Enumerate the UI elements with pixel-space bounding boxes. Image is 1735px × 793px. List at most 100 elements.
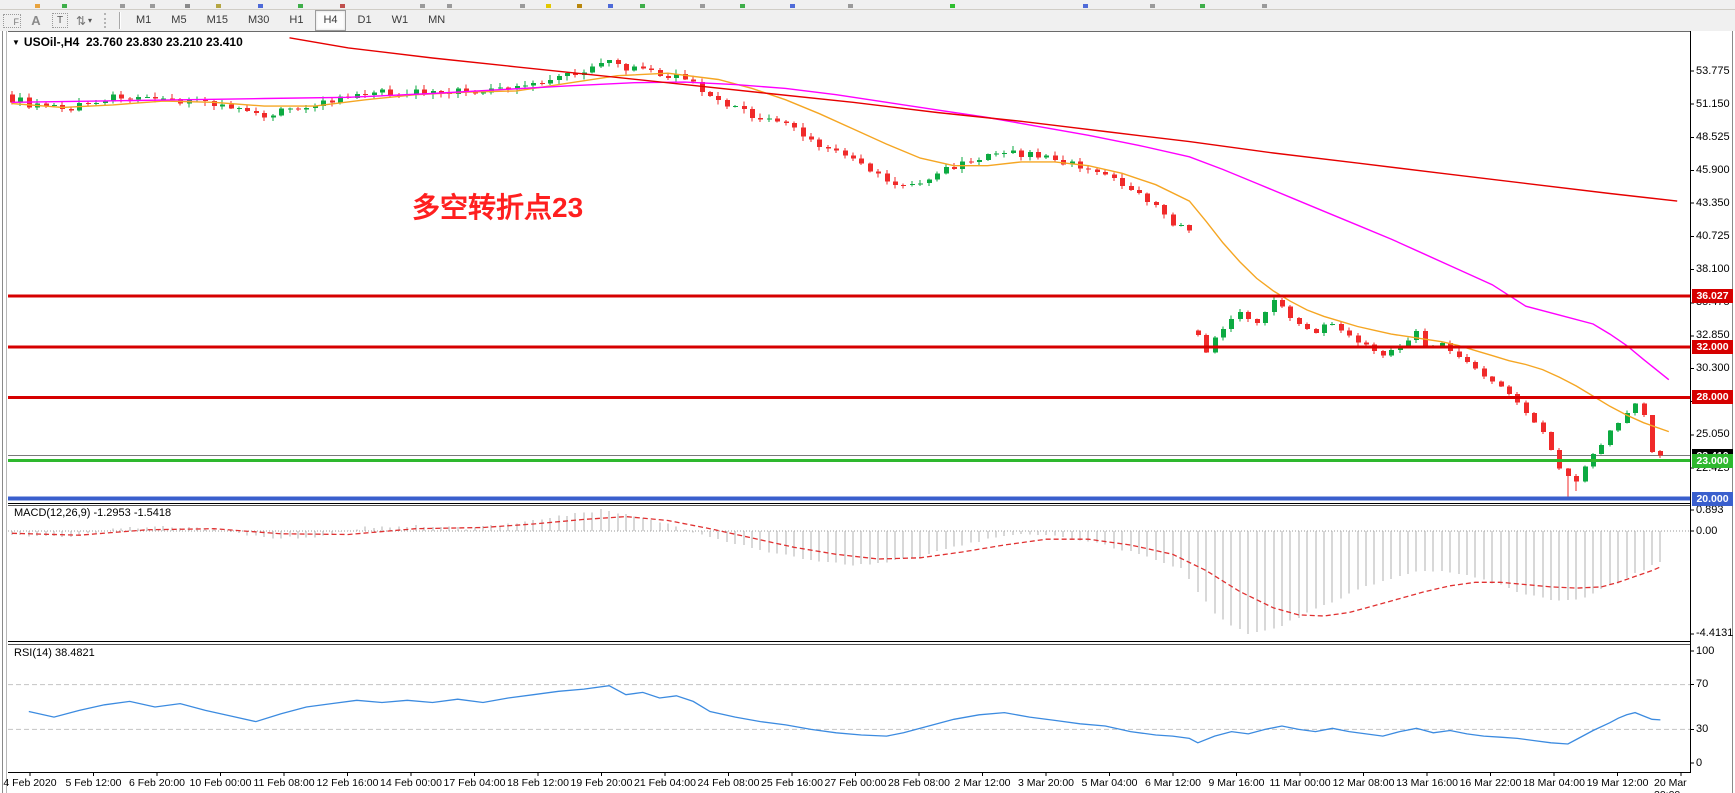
- toolbar-icon-fragment: [62, 4, 67, 8]
- date-axis-label: 5 Feb 12:00: [65, 777, 122, 789]
- date-axis-label: 6 Mar 12:00: [1144, 777, 1202, 789]
- date-axis-label: 20 Mar 20:00: [1654, 777, 1687, 793]
- price-tick-label: 45.900: [1696, 164, 1730, 177]
- macd-indicator-label: MACD(12,26,9) -1.2953 -1.5418: [14, 507, 172, 519]
- timeframe-bar: M1 M5 M15 M30 H1 H4 D1 W1 MN: [126, 10, 455, 31]
- toolbar-icon-fragment: [185, 4, 190, 8]
- date-axis-label: 11 Mar 00:00: [1269, 777, 1331, 789]
- window-left-border-inner: [6, 31, 7, 793]
- date-axis-label: 24 Feb 08:00: [697, 777, 760, 789]
- rsi-scale-label: 0: [1696, 756, 1703, 769]
- symbol-dropdown-icon[interactable]: ▼: [12, 38, 20, 47]
- price-tick-label: 30.300: [1696, 361, 1730, 374]
- toolbar-icon-fragment: [950, 4, 955, 8]
- arrange-objects-icon[interactable]: ⇅ ▾: [75, 13, 93, 28]
- date-axis-label: 14 Feb 00:00: [380, 777, 442, 789]
- price-tick-label: 51.150: [1696, 97, 1730, 110]
- macd-scale-label: -4.4131: [1696, 627, 1734, 640]
- date-axis-label: 19 Mar 12:00: [1586, 777, 1649, 789]
- date-axis-label: 12 Feb 16:00: [316, 777, 379, 789]
- toolbar-icon-fragment: [35, 4, 40, 8]
- toolbar-icon-fragment: [790, 4, 795, 8]
- text-label-icon[interactable]: T: [48, 12, 72, 30]
- date-axis-label: 5 Mar 04:00: [1081, 777, 1138, 789]
- toolbar-icon-fragment: [447, 4, 452, 8]
- date-axis-label: 25 Feb 16:00: [761, 777, 823, 789]
- tf-button-H4[interactable]: H4: [315, 10, 346, 31]
- date-axis-label: 9 Mar 16:00: [1208, 777, 1265, 789]
- toolbar-separator: [119, 12, 121, 29]
- chart-text-annotation[interactable]: 多空转折点23: [412, 192, 584, 223]
- macd-scale-label: 0.00: [1696, 524, 1718, 537]
- toolbar-icon-fragment: [520, 4, 525, 8]
- toolbar-icon-fragment: [420, 4, 425, 8]
- indicator-list-icon[interactable]: F: [0, 12, 24, 30]
- toolbar-icon-fragment: [740, 4, 745, 8]
- price-tick-label: 38.100: [1696, 263, 1730, 275]
- toolbar-icon-fragment: [577, 4, 582, 8]
- macd-scale-label: 0.893: [1696, 503, 1724, 516]
- date-axis-label: 12 Mar 08:00: [1332, 777, 1395, 789]
- tf-button-M5[interactable]: M5: [171, 14, 187, 26]
- chart-title-symbol: USOil-,H4: [23, 35, 80, 49]
- toolbar-icon-fragment: [1083, 4, 1088, 8]
- toolbar-icon-fragment: [258, 4, 263, 8]
- toolbar-partial-row: [0, 0, 1735, 10]
- toolbar-icon-fragment: [608, 4, 613, 8]
- price-level-badge: 28.000: [1692, 390, 1733, 405]
- tf-button-M15[interactable]: M15: [206, 14, 228, 26]
- price-tick-label: 53.775: [1696, 64, 1730, 77]
- chart-title[interactable]: ▼ USOil-,H4 23.760 23.830 23.210 23.410: [12, 35, 243, 49]
- price-tick-label: 48.525: [1696, 130, 1730, 143]
- text-a-icon[interactable]: A: [31, 13, 41, 28]
- date-axis-label: 28 Feb 08:00: [888, 777, 950, 789]
- toolbar-icon-fragment: [216, 4, 221, 8]
- date-axis-label: 3 Mar 20:00: [1017, 777, 1075, 789]
- toolbar-icon-fragment: [150, 4, 155, 8]
- price-tick-label: 43.350: [1696, 196, 1730, 209]
- price-level-badge: 20.000: [1692, 491, 1733, 506]
- price-level-badge: 32.000: [1692, 339, 1733, 354]
- window-right-border: [1732, 31, 1733, 793]
- date-axis-label: 19 Feb 20:00: [570, 777, 633, 789]
- rsi-scale-label: 100: [1696, 644, 1715, 657]
- price-level-badge: 23.000: [1692, 453, 1733, 468]
- tf-button-D1[interactable]: D1: [357, 14, 372, 26]
- toolbar-icon-fragment: [640, 4, 645, 8]
- tf-button-H1[interactable]: H1: [289, 14, 304, 26]
- tf-button-M30[interactable]: M30: [247, 14, 270, 26]
- date-axis-label: 11 Feb 08:00: [253, 777, 315, 789]
- price-tick-label: 32.850: [1696, 329, 1730, 342]
- toolbar-icon-fragment: [1150, 4, 1155, 8]
- date-axis-label: 4 Feb 2020: [3, 777, 57, 789]
- date-axis-label: 17 Feb 04:00: [443, 777, 506, 789]
- date-axis-label: 13 Mar 16:00: [1396, 777, 1458, 789]
- tf-button-M1[interactable]: M1: [136, 14, 152, 26]
- toolbar-icon-fragment: [340, 4, 345, 8]
- rsi-scale-label: 30: [1696, 722, 1709, 735]
- chart-title-ohlc: 23.760 23.830 23.210 23.410: [85, 35, 243, 49]
- tf-button-MN[interactable]: MN: [428, 14, 446, 26]
- date-axis-label: 16 Mar 22:00: [1459, 777, 1522, 789]
- date-axis-label: 18 Feb 12:00: [507, 777, 569, 789]
- date-axis-label: 27 Feb 00:00: [824, 777, 887, 789]
- tf-button-W1[interactable]: W1: [391, 14, 409, 26]
- toolbar-grip[interactable]: [104, 13, 109, 28]
- price-level-badge: 36.027: [1692, 288, 1733, 303]
- toolbar-icon-fragment: [1262, 4, 1267, 8]
- toolbar-icon-fragment: [298, 4, 303, 8]
- date-axis-label: 6 Feb 20:00: [128, 777, 186, 789]
- date-axis-label: 2 Mar 12:00: [954, 777, 1011, 789]
- toolbar-icon-fragment: [546, 4, 551, 8]
- toolbar-icon-fragment: [700, 4, 705, 8]
- objects-dropdown-caret[interactable]: ▾: [88, 16, 93, 25]
- toolbar-icon-fragment: [848, 4, 853, 8]
- main-toolbar: F A T ⇅ ▾ M1 M5 M15 M30 H1 H4 D1 W1 MN: [0, 10, 1735, 31]
- rsi-indicator-label: RSI(14) 38.4821: [14, 647, 95, 659]
- toolbar-icon-fragment: [120, 4, 125, 8]
- toolbar-icon-fragment: [1200, 4, 1205, 8]
- price-tick-label: 25.050: [1696, 428, 1730, 441]
- date-axis-label: 10 Feb 00:00: [189, 777, 252, 789]
